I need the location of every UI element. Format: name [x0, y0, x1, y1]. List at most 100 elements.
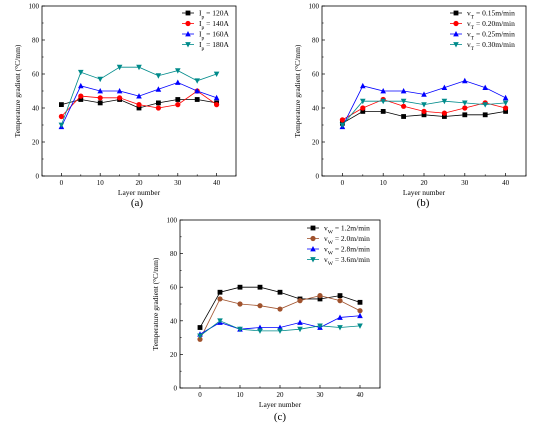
legend-label: vW = 2.8m/min: [324, 245, 370, 257]
data-point: [317, 296, 323, 302]
data-point: [421, 91, 427, 97]
data-point: [357, 312, 363, 319]
chart-panel-1: 0 10 20 30 40 0 20 40 60 80 100 Layer number Tempera…: [13, 3, 237, 209]
y-tick-label: 80: [312, 37, 320, 45]
legend-entry: vT = 0.15m/min: [450, 9, 515, 21]
y-axis-label: Temperature gradient (°C/mm): [13, 44, 22, 137]
data-point: [462, 77, 468, 84]
data-point: [360, 98, 366, 105]
data-point: [360, 109, 366, 114]
series-4: [197, 318, 363, 339]
legend-label: vW = 2.0m/min: [324, 234, 370, 246]
data-point: [421, 102, 427, 108]
series-3: [339, 77, 509, 130]
data-point: [257, 284, 263, 290]
data-point: [462, 112, 468, 118]
data-point: [442, 114, 447, 119]
data-point: [400, 98, 407, 105]
legend-entry: vT = 0.25m/min: [450, 30, 515, 42]
data-point: [337, 293, 343, 298]
x-tick-label: 20: [277, 391, 285, 399]
data-point: [97, 95, 103, 101]
x-tick-label: 30: [461, 179, 469, 187]
legend-marker: [185, 10, 191, 16]
data-point: [441, 110, 447, 116]
series-3: [58, 79, 220, 130]
data-point: [401, 114, 406, 119]
data-point: [297, 298, 303, 304]
legend-marker: [310, 235, 316, 242]
data-point: [217, 318, 223, 324]
x-tick-label: 40: [213, 179, 221, 187]
x-tick-label: 40: [357, 391, 365, 399]
data-point: [59, 102, 64, 107]
data-point: [357, 308, 363, 314]
legend-marker: [310, 257, 316, 263]
y-axis-label: Temperature gradient (°C/mm): [293, 44, 302, 137]
data-point: [97, 88, 103, 94]
legend-label: vT = 0.30m/min: [467, 40, 515, 52]
data-point: [482, 84, 488, 90]
legend-entry: Ip = 140A: [182, 19, 229, 31]
y-tick-label: 60: [312, 71, 320, 79]
data-point: [503, 105, 509, 111]
data-point: [58, 122, 65, 128]
x-tick-label: 0: [198, 391, 202, 399]
data-point: [482, 102, 488, 108]
legend-entry: Ip = 120A: [182, 9, 229, 21]
x-tick-label: 10: [380, 179, 388, 187]
data-point: [78, 82, 84, 89]
panel-label: (c): [274, 411, 287, 423]
data-point: [136, 105, 142, 111]
y-tick-label: 60: [170, 284, 178, 292]
data-point: [237, 326, 243, 333]
x-tick-label: 40: [502, 179, 510, 187]
data-point: [357, 299, 363, 305]
legend-entry: vT = 0.30m/min: [450, 40, 515, 52]
data-point: [317, 323, 323, 329]
legend-entry: vT = 0.20m/min: [450, 19, 515, 31]
x-tick-label: 30: [317, 391, 325, 399]
data-point: [156, 100, 161, 106]
x-axis-label: Layer number: [403, 188, 446, 197]
series-1: [197, 284, 363, 330]
data-point: [317, 293, 323, 299]
data-point: [357, 323, 363, 329]
legend-entry: vW = 1.2m/min: [307, 224, 370, 236]
legend-label: vW = 3.6m/min: [324, 255, 370, 267]
legend-label: Ip = 180A: [199, 40, 229, 52]
data-point: [503, 109, 508, 114]
data-point: [97, 100, 103, 106]
legend-marker: [185, 20, 191, 27]
legend-marker: [453, 31, 459, 37]
legend-marker: [185, 42, 191, 48]
data-point: [78, 93, 84, 99]
legend-label: Ip = 120A: [199, 9, 229, 21]
data-point: [421, 112, 427, 118]
y-tick-label: 20: [170, 351, 178, 359]
x-axis-label: Layer number: [118, 188, 161, 197]
data-point: [337, 298, 343, 304]
data-point: [401, 103, 407, 109]
data-point: [482, 112, 488, 118]
y-tick-label: 40: [312, 105, 320, 113]
x-tick-label: 10: [97, 179, 105, 187]
data-point: [175, 97, 181, 102]
data-point: [78, 69, 84, 76]
legend-label: Ip = 140A: [199, 19, 229, 31]
data-point: [502, 94, 509, 101]
data-point: [277, 306, 283, 312]
y-tick-label: 80: [32, 37, 40, 45]
data-point: [214, 102, 220, 108]
legend-label: vT = 0.20m/min: [467, 19, 515, 31]
x-tick-label: 10: [237, 391, 245, 399]
data-point: [502, 100, 509, 106]
legend-label: Ip = 160A: [199, 30, 229, 42]
data-point: [136, 93, 142, 99]
data-point: [237, 284, 243, 290]
x-tick-label: 20: [136, 179, 144, 187]
